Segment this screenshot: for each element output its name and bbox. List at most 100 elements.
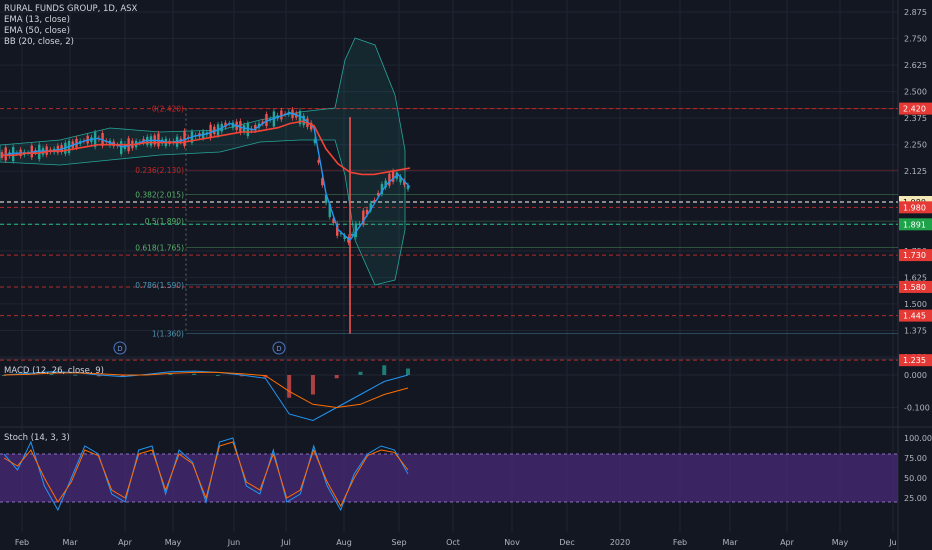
- x-tick-label: Sep: [391, 538, 406, 547]
- price-tick-label: 1.625: [904, 273, 927, 282]
- candle-body: [406, 185, 410, 190]
- price-tick-label: 2.750: [904, 35, 927, 44]
- price-tick-label: 1.375: [904, 326, 927, 335]
- candle-body: [369, 203, 372, 211]
- candle-body: [388, 173, 391, 186]
- price-tag-label: 1.730: [903, 251, 926, 260]
- x-tick-label: Apr: [118, 538, 133, 547]
- candle-body: [347, 236, 350, 243]
- candle-body: [373, 200, 376, 202]
- fib-level-label: 0.786(1.590): [135, 281, 184, 290]
- candle-body: [358, 223, 361, 226]
- candle-body: [324, 194, 328, 203]
- candle-body: [302, 115, 305, 126]
- bb-legend[interactable]: BB (20, close, 2): [4, 37, 74, 47]
- fib-level-label: 0(2.420): [152, 105, 184, 114]
- candle-body: [4, 147, 7, 161]
- macd-line: [3, 370, 409, 422]
- candle-body: [350, 234, 354, 236]
- price-tick-label: 2.375: [904, 114, 927, 123]
- macd-histogram-bar: [310, 375, 315, 395]
- candle-body: [362, 210, 365, 225]
- x-tick-label: Feb: [15, 538, 29, 547]
- x-tick-label: Aug: [336, 538, 352, 547]
- dividend-marker: [113, 341, 127, 355]
- candle-body: [403, 181, 406, 185]
- stoch-legend[interactable]: Stoch (14, 3, 3): [4, 433, 70, 443]
- macd-histogram-bar: [2, 375, 6, 376]
- price-tag-label: 1.891: [903, 220, 926, 229]
- x-tick-label: 2020: [610, 538, 630, 547]
- candle-body: [336, 223, 339, 236]
- fib-level-label: 0.236(2.130): [135, 166, 184, 175]
- candle-body: [93, 132, 97, 147]
- price-tick-label: 2.875: [904, 8, 927, 17]
- macd-histogram-bar: [334, 375, 339, 379]
- macd-histogram-bar: [168, 373, 173, 375]
- ema13-line: [1, 112, 411, 242]
- fib-level-label: 0.5(1.890): [145, 217, 184, 226]
- stoch-band: [0, 454, 898, 502]
- dividend-label: D: [117, 345, 122, 353]
- candle-body: [224, 122, 227, 128]
- candle-body: [280, 110, 283, 120]
- price-tag-label: 1.235: [903, 356, 926, 365]
- x-tick-label: Apr: [780, 538, 795, 547]
- candle-body: [399, 176, 402, 183]
- price-tag-label: 1.980: [903, 203, 926, 212]
- candle-body: [321, 178, 324, 186]
- candle-body: [11, 147, 15, 162]
- price-tick-label: 2.250: [904, 141, 927, 150]
- x-tick-label: May: [165, 538, 182, 547]
- ema50-legend[interactable]: EMA (50, close): [4, 26, 70, 36]
- candle-body: [119, 140, 123, 154]
- candle-body: [343, 235, 346, 239]
- stoch-tick-label: 50.00: [904, 474, 927, 483]
- price-tick-label: 2.625: [904, 61, 927, 70]
- price-tick-label: 2.500: [904, 88, 927, 97]
- candle-body: [384, 180, 387, 188]
- macd-histogram-bar: [287, 375, 292, 398]
- macd-histogram-bar: [382, 365, 387, 375]
- candle-body: [313, 139, 317, 144]
- candle-body: [339, 233, 343, 235]
- candle-body: [261, 121, 264, 124]
- price-tag: [899, 102, 932, 115]
- macd-histogram-bar: [120, 375, 125, 377]
- macd-tick-label: 0.000: [904, 371, 927, 380]
- ema50-line: [2, 120, 411, 176]
- candle-body: [328, 203, 331, 218]
- macd-histogram-bar: [358, 371, 363, 375]
- candle-body: [298, 111, 302, 125]
- candle-body: [380, 184, 384, 195]
- candle-body: [309, 122, 313, 130]
- candle-body: [391, 171, 395, 182]
- x-tick-label: Oct: [446, 538, 460, 547]
- macd-histogram-bar: [73, 374, 78, 376]
- candle-body: [265, 114, 268, 127]
- macd-histogram-bar: [192, 373, 197, 375]
- x-tick-label: Dec: [559, 538, 574, 547]
- price-tag: [899, 354, 932, 367]
- x-tick-label: Mar: [62, 538, 78, 547]
- dividend-marker: [272, 341, 286, 355]
- candle-body: [209, 124, 212, 139]
- macd-histogram-bar: [49, 373, 54, 375]
- ema13-legend[interactable]: EMA (13, close): [4, 15, 70, 25]
- price-legend: RURAL FUNDS GROUP, 1D, ASX EMA (13, clos…: [4, 4, 137, 48]
- fib-level-label: 0.382(2.015): [135, 191, 184, 200]
- x-tick-label: Feb: [673, 538, 687, 547]
- macd-histogram-bar: [97, 375, 102, 377]
- fib-level-label: 1(1.360): [152, 330, 184, 339]
- candle-body: [38, 144, 41, 160]
- candle-body: [213, 126, 216, 135]
- candle-body: [183, 130, 186, 147]
- macd-histogram-bar: [215, 375, 220, 376]
- symbol-title[interactable]: RURAL FUNDS GROUP, 1D, ASX: [4, 4, 138, 14]
- macd-legend[interactable]: MACD (12, 26, close, 9): [4, 366, 104, 376]
- price-tag: [899, 201, 932, 214]
- candle-body: [365, 209, 369, 215]
- x-tick-label: Mar: [722, 538, 738, 547]
- candle-body: [354, 223, 358, 238]
